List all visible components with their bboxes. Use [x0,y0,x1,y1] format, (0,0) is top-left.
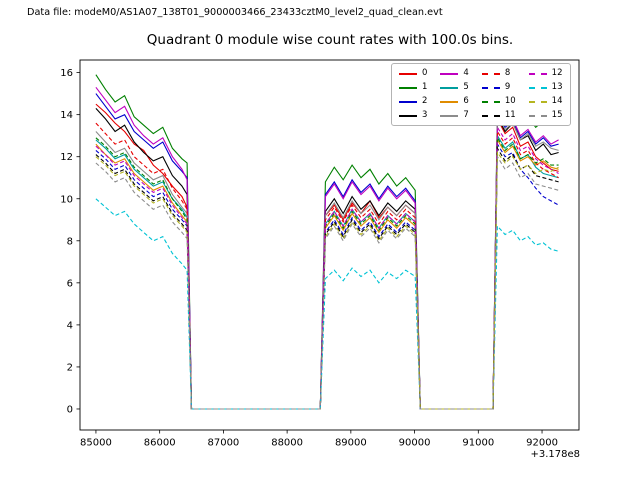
legend-label: 10 [504,96,516,106]
legend-label: 12 [551,68,563,78]
y-tick-label: 6 [67,278,73,289]
x-tick-label: 91000 [462,438,494,449]
y-tick-label: 2 [67,362,73,373]
legend-label: 13 [551,82,563,92]
legend-line-sample [481,86,500,89]
legend-entry-14: 14 [528,95,563,108]
legend-entry-13: 13 [528,81,563,94]
legend-line-sample [528,114,547,117]
legend-entry-15: 15 [528,109,563,122]
legend-label: 14 [551,96,563,106]
series-line-10 [95,135,559,410]
legend-label: 4 [463,68,469,78]
series-line-0 [95,103,559,410]
legend-label: 0 [422,68,428,78]
y-tick-label: 10 [60,194,73,205]
legend-line-sample [399,114,417,117]
legend-entry-9: 9 [481,81,516,94]
series-line-12 [95,125,559,410]
legend-entry-10: 10 [481,95,516,108]
legend-line-sample [528,86,547,89]
legend-label: 11 [504,110,516,120]
legend-line-sample [481,72,500,75]
legend-line-sample [440,114,459,117]
legend-label: 7 [463,110,469,120]
legend-label: 2 [422,96,428,106]
x-tick-label: 87000 [207,438,239,449]
legend-label: 5 [463,82,469,92]
legend-entry-1: 1 [399,81,427,94]
legend-label: 1 [422,82,428,92]
legend-entry-5: 5 [440,81,469,94]
legend-label: 6 [463,96,469,106]
legend-label: 8 [504,68,511,78]
legend-line-sample [481,100,500,103]
legend-label: 15 [551,110,563,120]
chart-title: Quadrant 0 module wise count rates with … [146,32,514,48]
legend-line-sample [399,72,417,75]
legend-entry-8: 8 [481,67,516,80]
x-tick-label: 90000 [399,438,431,449]
legend: 0 1 2 3 4 5 6 7 8 9 10 11 12 13 14 15 [391,63,571,126]
legend-entry-2: 2 [399,95,427,108]
legend-entry-12: 12 [528,67,563,80]
legend-label: 3 [422,110,428,120]
legend-line-sample [528,72,547,75]
legend-line-sample [399,86,417,89]
x-tick-label: 86000 [144,438,176,449]
series-line-8 [95,122,559,410]
series-line-5 [95,133,559,410]
x-tick-label: 92000 [526,438,558,449]
x-axis-offset-label: +3.178e8 [530,449,580,460]
legend-line-sample [440,86,459,89]
x-tick-label: 89000 [335,438,367,449]
legend-line-sample [440,100,459,103]
series-line-14 [95,150,559,410]
y-tick-label: 8 [67,236,73,247]
series-line-6 [95,137,559,410]
legend-entry-7: 7 [440,109,469,122]
y-tick-label: 4 [67,320,73,331]
y-tick-label: 14 [60,110,73,121]
axes-box [79,59,580,431]
data-file-label: Data file: modeM0/AS1A07_138T01_90000034… [27,7,443,18]
legend-line-sample [440,72,459,75]
series-line-13 [95,198,559,410]
series-line-3 [95,108,559,410]
y-tick-label: 12 [60,152,73,163]
x-tick-label: 88000 [271,438,303,449]
series-line-2 [95,93,559,410]
y-tick-label: 0 [67,404,73,415]
series-line-7 [95,114,559,410]
x-tick-label: 85000 [80,438,112,449]
legend-label: 9 [504,82,511,92]
legend-line-sample [399,100,417,103]
legend-entry-0: 0 [399,67,427,80]
series-line-4 [95,86,559,410]
legend-entry-4: 4 [440,67,469,80]
legend-entry-6: 6 [440,95,469,108]
legend-entry-3: 3 [399,109,427,122]
legend-entry-11: 11 [481,109,516,122]
y-tick-label: 16 [60,68,73,79]
legend-line-sample [528,100,547,103]
legend-line-sample [481,114,500,117]
